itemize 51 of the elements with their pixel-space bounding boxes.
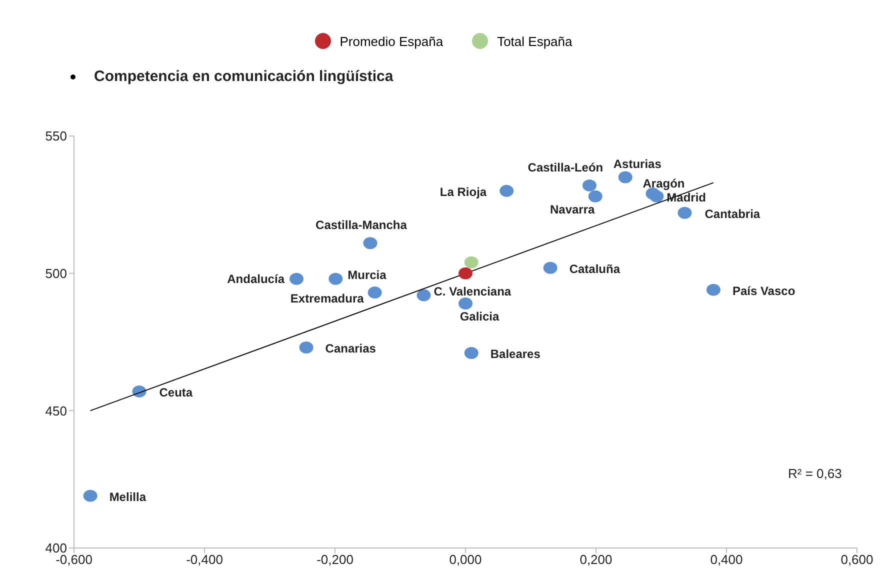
point (650, 190, 664, 202)
data-label: Castilla-León (528, 160, 604, 174)
data-label: Castilla-Mancha (316, 218, 408, 232)
x-tick-label: 0,200 (580, 552, 612, 568)
y-tick-label: 550 (45, 128, 67, 144)
point (83, 490, 98, 502)
y-tick-label: 450 (45, 403, 67, 418)
point (368, 286, 382, 299)
point (464, 346, 478, 359)
chart-title: Competencia en comunicación lingüística (94, 68, 394, 85)
legend-label: Promedio España (340, 34, 444, 48)
point (582, 179, 596, 192)
point (458, 267, 472, 280)
point (588, 190, 602, 202)
data-label: Andalucía (227, 272, 285, 286)
point (500, 184, 514, 197)
data-label: Navarra (550, 202, 596, 216)
x-tick-label: -0,200 (316, 552, 354, 568)
y-tick-label: 500 (45, 266, 67, 281)
data-label: Aragón (642, 176, 685, 191)
annotation: R² = 0,63 (788, 466, 842, 481)
data-label: Cataluña (569, 262, 620, 276)
data-label: Canarias (325, 341, 376, 356)
data-label: Melilla (109, 490, 146, 504)
point (464, 256, 478, 268)
data-label: Asturias (613, 157, 662, 172)
point (543, 262, 558, 274)
x-tick-label: 0,000 (449, 552, 482, 568)
data-label: La Rioja (440, 184, 487, 199)
x-tick-label: -0,400 (186, 552, 223, 568)
point (299, 341, 314, 354)
point (678, 206, 692, 219)
point (363, 237, 378, 250)
data-label: Ceuta (159, 385, 193, 400)
data-label: Galicia (460, 310, 500, 324)
point (706, 284, 720, 296)
point (458, 298, 472, 310)
data-label: Cantabria (704, 206, 760, 221)
data-label: Baleares (490, 346, 541, 361)
point (328, 272, 343, 285)
data-label: C. Valenciana (434, 284, 512, 298)
data-label: País Vasco (732, 284, 796, 298)
point (618, 171, 632, 184)
legend-label: Total España (497, 34, 572, 48)
point (290, 272, 304, 285)
data-label: Madrid (666, 190, 706, 204)
data-label: Murcia (348, 268, 387, 282)
x-tick-label: 0,400 (710, 552, 743, 568)
point (416, 289, 431, 302)
data-label: Extremadura (290, 292, 364, 306)
x-tick-label: 0,600 (840, 552, 874, 568)
